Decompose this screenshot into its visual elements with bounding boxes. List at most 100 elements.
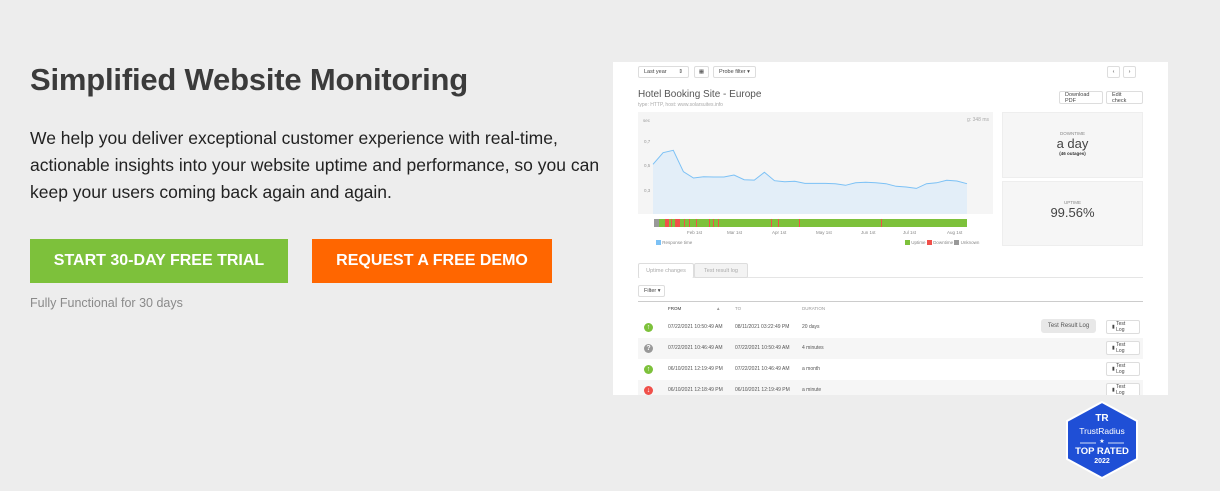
- test-log-button: ▮ Test Log: [1106, 383, 1140, 395]
- test-log-button: ▮ Test Log: [1106, 341, 1140, 355]
- table-row: ? 07/22/2021 10:46:49 AM 07/22/2021 10:5…: [638, 338, 1143, 359]
- cell-duration: 20 days: [802, 324, 820, 330]
- test-log-button: ▮ Test Log: [1106, 320, 1140, 334]
- cell-duration: a month: [802, 366, 821, 372]
- badge-title: TOP RATED: [1075, 446, 1129, 457]
- prev-icon: ‹: [1107, 66, 1120, 78]
- test-log-label: Test Log: [1116, 384, 1126, 395]
- updown-icon: ⇕: [678, 69, 683, 75]
- cell-duration: 4 minutes: [802, 345, 824, 351]
- downtime-mark: [675, 219, 680, 227]
- x-tick: Aug 1st: [947, 230, 963, 235]
- filter-button: Filter ▾: [638, 285, 665, 297]
- chart-unit: sec: [643, 118, 651, 123]
- cell-from: 07/22/2021 10:50:49 AM: [668, 324, 723, 330]
- downtime-mark: [718, 219, 719, 227]
- x-tick: Jun 1st: [861, 230, 876, 235]
- downtime-value: a day: [1056, 136, 1089, 151]
- probe-filter: Probe filter ▾: [713, 66, 756, 78]
- y-tick: 0,5: [644, 163, 651, 168]
- edit-check-button: Edit check: [1106, 91, 1143, 104]
- probe-filter-label: Probe filter: [719, 69, 746, 75]
- cell-to: 07/22/2021 10:46:49 AM: [735, 366, 790, 372]
- filter-label: Filter: [644, 288, 657, 294]
- test-log-label: Test Log: [1116, 342, 1126, 354]
- downtime-mark: [665, 219, 669, 227]
- star-icon: ★: [1099, 439, 1105, 445]
- product-screenshot: Last year ⇕ ▦ Probe filter ▾ ‹ › Hotel Bo…: [613, 62, 1168, 395]
- legend-status: Uptime Downtime Unknown: [905, 240, 980, 246]
- check-subtitle: type: HTTP, host: www.solarsuites.info: [638, 102, 723, 108]
- test-log-label: Test Log: [1116, 363, 1126, 375]
- uptime-card: UPTIME 99.56%: [1002, 181, 1143, 246]
- uptime-label: UPTIME: [1063, 200, 1081, 205]
- test-log-label: Test Log: [1116, 321, 1126, 333]
- badge-year: 2022: [1094, 458, 1110, 465]
- unknown-mark: [654, 219, 659, 227]
- test-log-button: ▮ Test Log: [1106, 362, 1140, 376]
- cell-to: 07/22/2021 10:50:49 AM: [735, 345, 790, 351]
- x-tick: Apr 1st: [772, 230, 787, 235]
- downtime-card: DOWNTIME a day (46 outages): [1002, 112, 1143, 178]
- uptime-value: 99.56%: [1050, 205, 1095, 220]
- cell-from: 07/22/2021 10:46:49 AM: [668, 345, 723, 351]
- x-tick: Jul 1st: [903, 230, 917, 235]
- tab-test-result-log: Test result log: [694, 263, 748, 278]
- cell-duration: a minute: [802, 387, 822, 393]
- trustradius-logo-icon: TR: [1095, 413, 1109, 424]
- hexagon-shape: [1066, 401, 1138, 479]
- downtime-sub: (46 outages): [1059, 151, 1086, 156]
- cell-from: 06/10/2021 12:18:49 PM: [668, 387, 723, 393]
- col-to: TO: [735, 306, 742, 311]
- status-up-icon: ↑: [644, 323, 653, 332]
- sort-icon: ▲: [716, 306, 721, 311]
- table-row: ↑ 07/22/2021 10:50:49 AM 08/11/2021 03:2…: [638, 317, 1143, 338]
- y-tick: 0,3: [644, 188, 651, 193]
- lead-text: We help you deliver exceptional customer…: [30, 128, 600, 202]
- badge-brand: TrustRadius: [1079, 426, 1125, 436]
- response-line: [652, 149, 968, 189]
- download-pdf-button: Download PDF: [1059, 91, 1103, 104]
- period-select: Last year ⇕: [638, 66, 689, 78]
- table-row: ↓ 06/10/2021 12:18:49 PM 06/10/2021 12:1…: [638, 380, 1143, 395]
- downtime-mark: [689, 219, 690, 227]
- x-tick: Feb 1st: [687, 230, 703, 235]
- downtime-mark: [709, 219, 710, 227]
- response-area: [653, 150, 967, 214]
- trial-note: Fully Functional for 30 days: [30, 296, 183, 310]
- cell-to: 06/10/2021 12:19:49 PM: [735, 387, 790, 393]
- downtime-mark: [771, 219, 772, 227]
- calendar-icon: ▦: [694, 66, 709, 78]
- downtime-mark: [778, 219, 779, 227]
- col-duration: DURATION: [802, 306, 826, 311]
- y-tick: 0,7: [644, 139, 651, 144]
- x-tick: May 1st: [816, 230, 832, 235]
- legend-uptime: Uptime: [911, 240, 926, 245]
- downtime-label: DOWNTIME: [1060, 131, 1085, 136]
- status-unknown-icon: ?: [644, 344, 653, 353]
- legend-response: Response time: [656, 240, 693, 246]
- col-from: FROM: [668, 306, 682, 311]
- cell-to: 08/11/2021 03:22:49 PM: [735, 324, 790, 330]
- legend-response-label: Response time: [662, 240, 693, 245]
- start-trial-button[interactable]: START 30-DAY FREE TRIAL: [30, 239, 288, 283]
- tabs: Uptime changes Test result log: [638, 263, 1143, 278]
- check-title: Hotel Booking Site - Europe: [638, 89, 762, 100]
- uptime-status-bar: [654, 219, 967, 227]
- next-icon: ›: [1123, 66, 1136, 78]
- legend-unknown: Unknown: [960, 240, 980, 245]
- period-value: Last year: [644, 69, 667, 75]
- downtime-mark: [696, 219, 697, 227]
- response-chart: sec 0,7 0,5 0,3 Max: 639 ms, Min: 249 ms…: [638, 112, 993, 214]
- cell-from: 06/10/2021 12:19:49 PM: [668, 366, 723, 372]
- test-result-log-tooltip: Test Result Log: [1041, 319, 1096, 333]
- x-tick: Mar 1st: [727, 230, 743, 235]
- downtime-mark: [713, 219, 714, 227]
- downtime-mark: [881, 219, 882, 227]
- trustradius-badge: TR TrustRadius ★ TOP RATED 2022: [1066, 401, 1138, 479]
- table-row: ↑ 06/10/2021 12:19:49 PM 07/22/2021 10:4…: [638, 359, 1143, 380]
- tab-uptime-changes: Uptime changes: [638, 263, 694, 278]
- legend-downtime: Downtime: [933, 240, 954, 245]
- downtime-mark: [799, 219, 800, 227]
- request-demo-button[interactable]: REQUEST A FREE DEMO: [312, 239, 552, 283]
